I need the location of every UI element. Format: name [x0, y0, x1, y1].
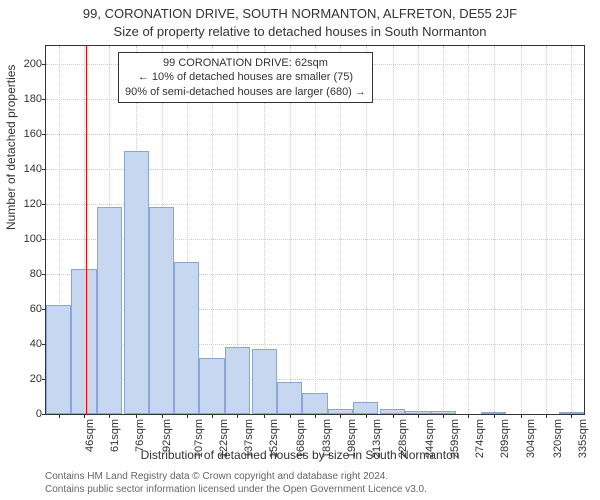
- x-tick-label: 274sqm: [474, 419, 486, 458]
- grid-v: [443, 46, 444, 414]
- x-tick-label: 152sqm: [269, 419, 281, 458]
- x-tick-label: 304sqm: [525, 419, 537, 458]
- annotation-box: 99 CORONATION DRIVE: 62sqm ← 10% of deta…: [118, 52, 373, 103]
- x-tick-label: 228sqm: [397, 419, 409, 458]
- y-tick-label: 80: [6, 268, 42, 280]
- y-tick-mark: [42, 274, 46, 275]
- x-tick-label: 198sqm: [346, 419, 358, 458]
- x-tick-mark: [59, 414, 60, 418]
- y-tick-label: 100: [6, 233, 42, 245]
- x-tick-label: 46sqm: [84, 419, 96, 452]
- grid-v: [521, 46, 522, 414]
- histogram-bar: [405, 411, 430, 415]
- histogram-bar: [149, 207, 174, 414]
- x-tick-mark: [212, 414, 213, 418]
- x-tick-mark: [366, 414, 367, 418]
- y-tick-label: 0: [6, 408, 42, 420]
- grid-v: [468, 46, 469, 414]
- x-tick-mark: [290, 414, 291, 418]
- y-tick-mark: [42, 204, 46, 205]
- grid-v: [546, 46, 547, 414]
- x-tick-mark: [237, 414, 238, 418]
- y-tick-mark: [42, 169, 46, 170]
- x-tick-label: 137sqm: [243, 419, 255, 458]
- x-tick-mark: [84, 414, 85, 418]
- histogram-bar: [71, 269, 96, 414]
- y-tick-label: 40: [6, 338, 42, 350]
- histogram-plot: 99 CORONATION DRIVE: 62sqm ← 10% of deta…: [45, 45, 585, 415]
- y-tick-mark: [42, 99, 46, 100]
- y-tick-label: 160: [6, 128, 42, 140]
- x-tick-label: 259sqm: [449, 419, 461, 458]
- histogram-bar: [124, 151, 149, 414]
- y-tick-mark: [42, 134, 46, 135]
- x-tick-label: 183sqm: [321, 419, 333, 458]
- x-tick-label: 122sqm: [218, 419, 230, 458]
- y-tick-label: 60: [6, 303, 42, 315]
- x-tick-mark: [315, 414, 316, 418]
- x-tick-mark: [264, 414, 265, 418]
- x-tick-mark: [340, 414, 341, 418]
- histogram-bar: [199, 358, 224, 414]
- x-tick-mark: [136, 414, 137, 418]
- x-tick-mark: [546, 414, 547, 418]
- y-tick-label: 120: [6, 198, 42, 210]
- x-tick-mark: [187, 414, 188, 418]
- grid-v: [494, 46, 495, 414]
- credits-line-1: Contains HM Land Registry data © Crown c…: [45, 471, 427, 484]
- chart-subtitle: Size of property relative to detached ho…: [0, 24, 600, 39]
- x-tick-label: 213sqm: [371, 419, 383, 458]
- x-tick-mark: [418, 414, 419, 418]
- x-tick-label: 289sqm: [500, 419, 512, 458]
- x-tick-label: 76sqm: [134, 419, 146, 452]
- histogram-bar: [174, 262, 199, 414]
- x-tick-label: 107sqm: [193, 419, 205, 458]
- x-tick-label: 168sqm: [296, 419, 308, 458]
- x-tick-mark: [393, 414, 394, 418]
- histogram-bar: [559, 412, 584, 414]
- histogram-bar: [252, 349, 277, 414]
- histogram-bar: [277, 382, 302, 414]
- x-tick-mark: [109, 414, 110, 418]
- histogram-bar: [328, 409, 353, 414]
- credits: Contains HM Land Registry data © Crown c…: [45, 471, 427, 496]
- reference-line: [86, 46, 87, 414]
- x-tick-label: 92sqm: [161, 419, 173, 452]
- grid-v: [571, 46, 572, 414]
- grid-v: [393, 46, 394, 414]
- x-tick-label: 244sqm: [424, 419, 436, 458]
- annot-line-2: ← 10% of detached houses are smaller (75…: [125, 70, 366, 84]
- grid-v: [418, 46, 419, 414]
- histogram-bar: [302, 393, 327, 414]
- y-tick-label: 140: [6, 163, 42, 175]
- x-tick-mark: [443, 414, 444, 418]
- histogram-bar: [481, 412, 506, 414]
- x-tick-mark: [571, 414, 572, 418]
- y-tick-mark: [42, 64, 46, 65]
- y-tick-mark: [42, 414, 46, 415]
- chart-title: 99, CORONATION DRIVE, SOUTH NORMANTON, A…: [0, 6, 600, 21]
- annot-line-1: 99 CORONATION DRIVE: 62sqm: [125, 56, 366, 70]
- x-tick-mark: [521, 414, 522, 418]
- credits-line-2: Contains public sector information licen…: [45, 484, 427, 497]
- x-tick-label: 61sqm: [109, 419, 121, 452]
- histogram-bar: [46, 305, 71, 414]
- x-tick-label: 335sqm: [577, 419, 589, 458]
- y-tick-label: 200: [6, 58, 42, 70]
- histogram-bar: [380, 409, 405, 414]
- histogram-bar: [225, 347, 250, 414]
- x-tick-mark: [162, 414, 163, 418]
- histogram-bar: [97, 207, 122, 414]
- y-tick-label: 180: [6, 93, 42, 105]
- x-tick-label: 320sqm: [552, 419, 564, 458]
- x-tick-mark: [494, 414, 495, 418]
- histogram-bar: [431, 411, 456, 415]
- annot-line-3: 90% of semi-detached houses are larger (…: [125, 85, 366, 99]
- x-tick-mark: [468, 414, 469, 418]
- histogram-bar: [353, 402, 378, 414]
- y-tick-label: 20: [6, 373, 42, 385]
- y-tick-mark: [42, 239, 46, 240]
